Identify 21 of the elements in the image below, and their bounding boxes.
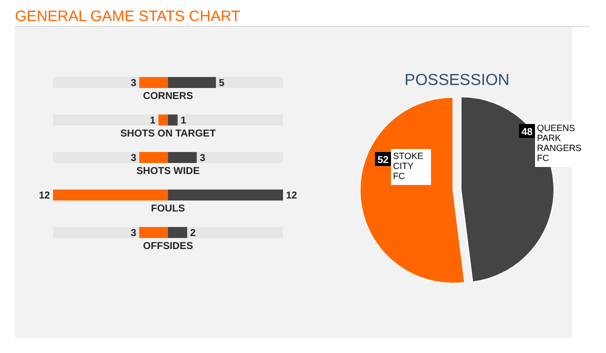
y-tick-label: FOULS: [151, 204, 186, 214]
chart-title: POSSESSION: [404, 72, 510, 89]
data-label: 1: [180, 116, 187, 126]
slice-label: QUEENS PARK RANGERS FC: [537, 123, 582, 163]
slice-label: STOKE CITY FC: [393, 151, 424, 181]
y-tick-label: SHOTS WIDE: [136, 166, 200, 177]
data-label: 5: [218, 78, 225, 89]
data-label: 3: [130, 228, 137, 239]
data-label: 3: [130, 153, 137, 164]
data-label: 3: [200, 153, 206, 164]
chart-title: GENERAL GAME STATS CHART: [15, 8, 240, 25]
y-tick-label: CORNERS: [142, 91, 194, 102]
data-label: 12: [286, 190, 298, 202]
data-label: 2: [190, 228, 196, 239]
data-label: 52: [377, 155, 389, 166]
data-label: 48: [521, 127, 533, 138]
data-label: 12: [38, 190, 50, 202]
data-label: 1: [150, 116, 156, 126]
data-label: 3: [130, 78, 137, 89]
y-tick-label: SHOTS ON TARGET: [120, 128, 216, 140]
y-tick-label: OFFSIDES: [142, 241, 194, 252]
